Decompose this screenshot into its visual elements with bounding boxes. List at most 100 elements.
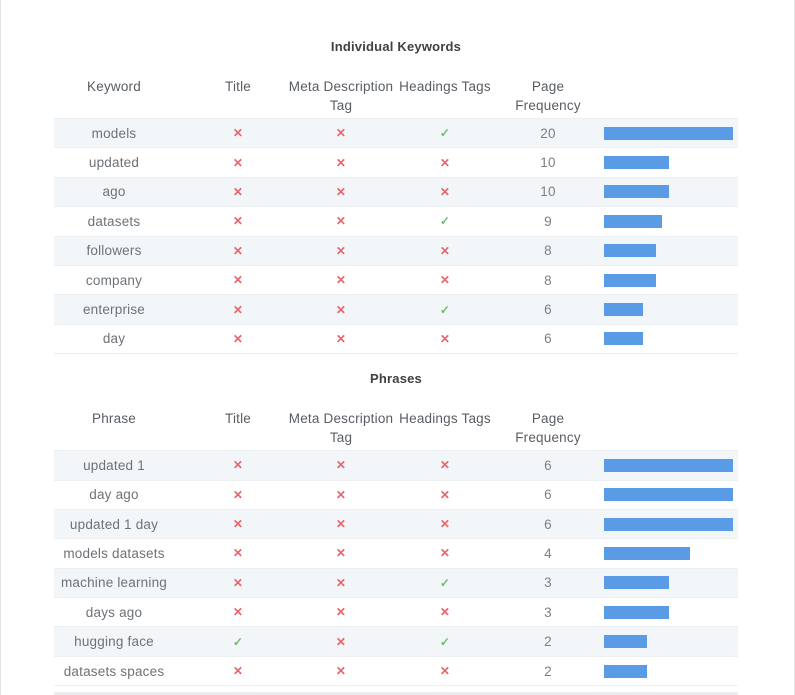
cross-icon: ✕ — [232, 575, 244, 590]
meta-description-match-cell: ✕ — [302, 332, 380, 346]
table-row: day ago ✕ ✕ ✕ 6 — [54, 481, 738, 510]
frequency-bar — [604, 303, 643, 317]
cross-icon: ✕ — [335, 546, 347, 561]
title-match-cell: ✕ — [174, 546, 302, 560]
cross-icon: ✕ — [335, 605, 347, 620]
cross-icon: ✕ — [232, 605, 244, 620]
page-frequency-cell: 3 — [544, 575, 552, 591]
title-match-cell: ✕ — [174, 332, 302, 346]
cross-icon: ✕ — [439, 517, 451, 532]
cross-icon: ✕ — [232, 664, 244, 679]
headings-match-cell: ✕ — [380, 517, 510, 531]
cross-icon: ✕ — [232, 331, 244, 346]
column-header-title: Title — [224, 411, 252, 427]
column-header-title: Title — [224, 79, 252, 94]
column-header-page-frequency: Page Frequency — [515, 411, 581, 446]
title-match-cell: ✕ — [174, 605, 302, 619]
headings-match-cell: ✕ — [380, 664, 510, 678]
column-header-keyword: Keyword — [87, 79, 141, 94]
check-icon: ✓ — [439, 302, 451, 317]
cross-icon: ✕ — [232, 155, 244, 170]
page-frequency-cell: 2 — [544, 663, 552, 679]
keyword-cell: day — [102, 331, 126, 347]
title-match-cell: ✕ — [174, 214, 302, 228]
table-row: updated 1 day ✕ ✕ ✕ 6 — [54, 509, 738, 540]
title-match-cell: ✕ — [174, 458, 302, 472]
keyword-cell: datasets — [87, 213, 141, 229]
column-header-phrase: Phrase — [92, 411, 136, 427]
phrases-rows: updated 1 ✕ ✕ ✕ 6 day ago ✕ ✕ ✕ 6 updated 1 day ✕ ✕ ✕… — [54, 450, 738, 687]
cross-icon: ✕ — [439, 664, 451, 679]
phrase-cell: datasets spaces — [63, 663, 165, 679]
meta-description-match-cell: ✕ — [302, 635, 380, 649]
check-icon: ✓ — [439, 634, 451, 649]
meta-description-match-cell: ✕ — [302, 488, 380, 502]
phrase-cell: day ago — [89, 487, 139, 503]
table-row: machine learning ✕ ✕ ✓ 3 — [54, 568, 738, 599]
frequency-bar-cell — [586, 303, 738, 317]
frequency-bar — [604, 126, 733, 140]
frequency-bar — [604, 664, 647, 678]
meta-description-match-cell: ✕ — [302, 576, 380, 590]
meta-description-match-cell: ✕ — [302, 517, 380, 531]
headings-match-cell: ✕ — [380, 332, 510, 346]
frequency-bar-cell — [586, 273, 738, 287]
table-row: company ✕ ✕ ✕ 8 — [54, 266, 738, 296]
cross-icon: ✕ — [232, 546, 244, 561]
frequency-bar-cell — [586, 605, 738, 619]
frequency-bar-cell — [586, 156, 738, 170]
bottom-divider — [54, 692, 738, 695]
cross-icon: ✕ — [232, 487, 244, 502]
table-row: enterprise ✕ ✕ ✓ 6 — [54, 295, 738, 325]
cross-icon: ✕ — [439, 458, 451, 473]
cross-icon: ✕ — [335, 664, 347, 679]
meta-description-match-cell: ✕ — [302, 458, 380, 472]
page-frequency-cell: 8 — [544, 243, 552, 259]
headings-match-cell: ✕ — [380, 185, 510, 199]
cross-icon: ✕ — [232, 126, 244, 141]
table-row: updated 1 ✕ ✕ ✕ 6 — [54, 451, 738, 481]
table-row: hugging face ✓ ✕ ✓ 2 — [54, 627, 738, 657]
frequency-bar-cell — [586, 332, 738, 346]
frequency-bar-cell — [586, 126, 738, 140]
headings-match-cell: ✓ — [380, 214, 510, 228]
individual-keywords-title: Individual Keywords — [330, 39, 462, 54]
cross-icon: ✕ — [232, 214, 244, 229]
meta-description-match-cell: ✕ — [302, 273, 380, 287]
cross-icon: ✕ — [335, 458, 347, 473]
individual-keywords-section: Individual Keywords Keyword Title Meta D… — [1, 39, 794, 355]
title-match-cell: ✕ — [174, 576, 302, 590]
meta-description-match-cell: ✕ — [302, 303, 380, 317]
page-frequency-cell: 6 — [544, 487, 552, 503]
cross-icon: ✕ — [439, 155, 451, 170]
frequency-bar — [604, 635, 647, 649]
page-frequency-cell: 6 — [544, 516, 552, 532]
title-match-cell: ✕ — [174, 517, 302, 531]
column-header-headings-tags: Headings Tags — [399, 411, 491, 427]
cross-icon: ✕ — [232, 243, 244, 258]
keyword-cell: company — [85, 272, 143, 288]
table-row: days ago ✕ ✕ ✕ 3 — [54, 598, 738, 628]
cross-icon: ✕ — [232, 517, 244, 532]
table-row: updated ✕ ✕ ✕ 10 — [54, 148, 738, 178]
meta-description-match-cell: ✕ — [302, 185, 380, 199]
table-row: datasets ✕ ✕ ✓ 9 — [54, 207, 738, 237]
meta-description-match-cell: ✕ — [302, 214, 380, 228]
individual-keywords-header-row: Keyword Title Meta Description Tag Headi… — [54, 77, 738, 118]
check-icon: ✓ — [232, 634, 244, 649]
phrases-section: Phrases Phrase Title Meta Description Ta… — [1, 371, 794, 687]
column-header-meta-description: Meta Description Tag — [288, 79, 394, 113]
headings-match-cell: ✓ — [380, 303, 510, 317]
page-frequency-cell: 6 — [544, 457, 552, 473]
column-header-page-frequency: Page Frequency — [515, 79, 581, 113]
headings-match-cell: ✓ — [380, 635, 510, 649]
phrase-cell: updated 1 day — [69, 516, 159, 532]
meta-description-match-cell: ✕ — [302, 605, 380, 619]
title-match-cell: ✕ — [174, 244, 302, 258]
keyword-cell: ago — [102, 184, 126, 200]
headings-match-cell: ✕ — [380, 244, 510, 258]
cross-icon: ✕ — [335, 634, 347, 649]
frequency-bar — [604, 156, 669, 170]
check-icon: ✓ — [439, 575, 451, 590]
